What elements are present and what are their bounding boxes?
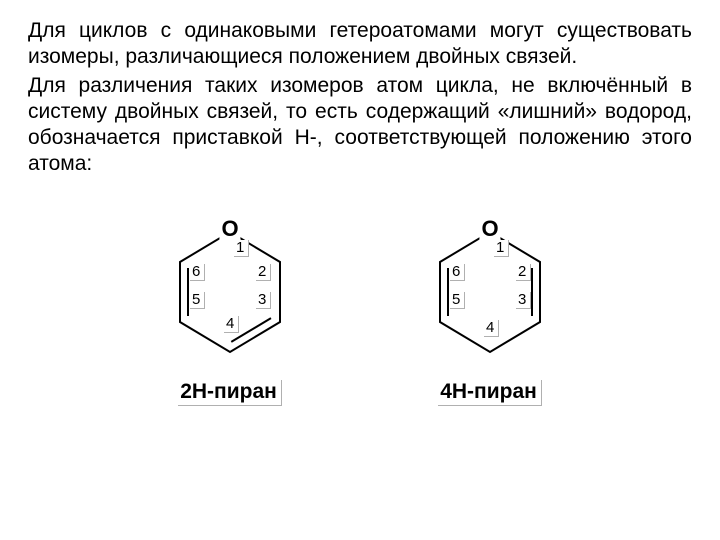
molecule-2h-pyran: O 1 2 3 4 5 6 [160,222,300,362]
caption-4h-pyran: 4H-пиран [438,380,542,406]
figure-4h-pyran: O 1 2 3 4 5 6 4H-пиран [420,222,560,406]
heteroatom-label: O [479,216,500,242]
paragraph-2: Для различения таких изомеров атом цикла… [28,73,692,178]
atom-number-5: 5 [190,292,205,310]
hexagon-4h [420,222,560,362]
caption-2h-pyran: 2H-пиран [178,380,282,406]
molecule-4h-pyran: O 1 2 3 4 5 6 [420,222,560,362]
hexagon-2h [160,222,300,362]
figures-row: O 1 2 3 4 5 6 2H-пиран O 1 2 3 4 5 6 4H-… [28,222,692,406]
figure-2h-pyran: O 1 2 3 4 5 6 2H-пиран [160,222,300,406]
atom-number-3: 3 [516,292,531,310]
atom-number-3: 3 [256,292,271,310]
atom-number-4: 4 [484,320,499,338]
atom-number-6: 6 [190,264,205,282]
atom-number-2: 2 [256,264,271,282]
atom-number-1: 1 [234,240,249,258]
heteroatom-label: O [219,216,240,242]
atom-number-1: 1 [494,240,509,258]
atom-number-4: 4 [224,316,239,334]
atom-number-6: 6 [450,264,465,282]
atom-number-2: 2 [516,264,531,282]
atom-number-5: 5 [450,292,465,310]
paragraph-1: Для циклов с одинаковыми гетероатомами м… [28,18,692,71]
